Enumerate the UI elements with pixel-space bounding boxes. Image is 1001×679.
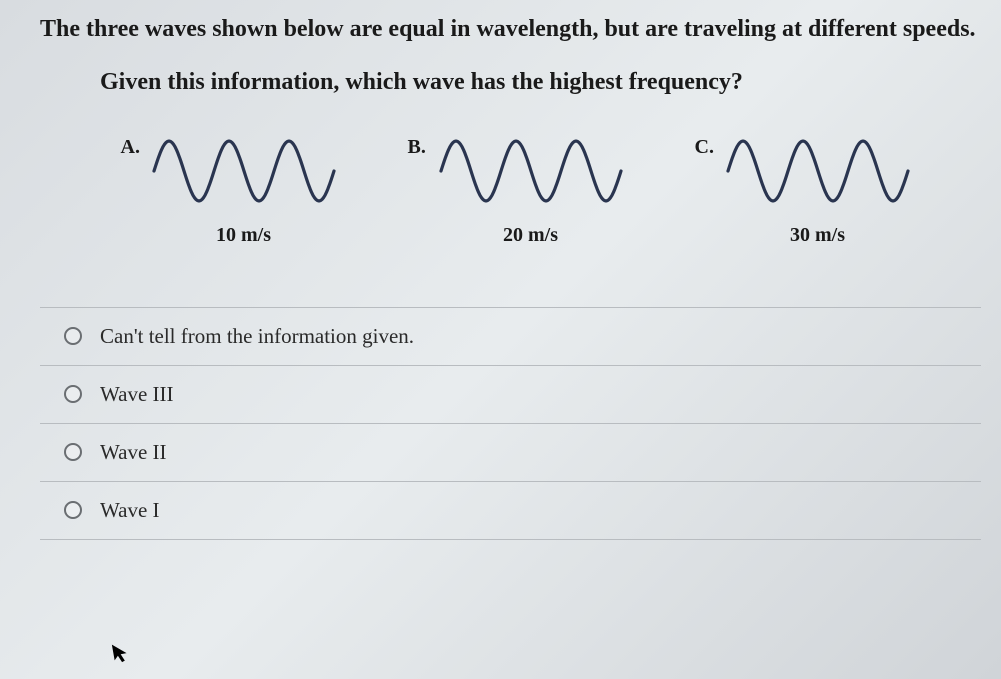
radio-icon[interactable] (64, 501, 82, 519)
radio-icon[interactable] (64, 443, 82, 461)
wave-b-speed: 20 m/s (503, 224, 558, 247)
wave-a-label: A. (121, 136, 140, 159)
wave-a-path (154, 141, 334, 201)
question-sub-text: Given this information, which wave has t… (100, 65, 981, 100)
wave-c-label: C. (695, 136, 714, 159)
wave-a-figure (149, 126, 339, 216)
wave-c-speed: 30 m/s (790, 224, 845, 247)
option-label: Can't tell from the information given. (100, 324, 414, 349)
option-cant-tell[interactable]: Can't tell from the information given. (40, 308, 981, 366)
waves-row: A. 10 m/s B. 20 m/s C. 30 m/s (100, 126, 961, 247)
options-list: Can't tell from the information given. W… (40, 307, 981, 540)
option-label: Wave III (100, 382, 174, 407)
radio-icon[interactable] (64, 385, 82, 403)
question-intro-text: The three waves shown below are equal in… (40, 12, 981, 47)
option-wave-iii[interactable]: Wave III (40, 366, 981, 424)
wave-c-block: C. 30 m/s (723, 126, 913, 247)
wave-b-figure (436, 126, 626, 216)
wave-b-label: B. (408, 136, 426, 159)
option-label: Wave II (100, 440, 167, 465)
option-wave-i[interactable]: Wave I (40, 482, 981, 540)
radio-icon[interactable] (64, 327, 82, 345)
option-wave-ii[interactable]: Wave II (40, 424, 981, 482)
wave-b-block: B. 20 m/s (436, 126, 626, 247)
wave-a-speed: 10 m/s (216, 224, 271, 247)
option-label: Wave I (100, 498, 160, 523)
wave-c-figure (723, 126, 913, 216)
wave-c-path (728, 141, 908, 201)
wave-a-block: A. 10 m/s (149, 126, 339, 247)
wave-b-path (441, 141, 621, 201)
cursor-icon (110, 639, 135, 672)
question-page: The three waves shown below are equal in… (0, 0, 1001, 560)
